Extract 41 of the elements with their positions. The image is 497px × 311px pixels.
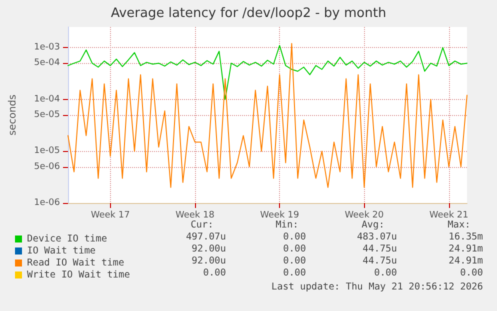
- y-tick-label: 1e-04: [34, 94, 60, 104]
- y-axis-title: seconds: [8, 94, 18, 136]
- text: 16.35m: [448, 232, 484, 242]
- text: 497.07u: [186, 232, 226, 242]
- text: 92.00u: [192, 244, 226, 254]
- text: Max:: [448, 220, 470, 230]
- text: 0.00: [460, 268, 484, 278]
- y-tick-label: 1e-05: [34, 146, 60, 156]
- text: 0.00: [283, 232, 306, 242]
- text: 24.91m: [448, 244, 484, 254]
- text: 44.75u: [362, 244, 397, 254]
- text: 483.07u: [356, 232, 397, 242]
- text: 0.00: [203, 268, 226, 278]
- x-tick-label: Week 17: [90, 210, 130, 220]
- line-series: [68, 44, 468, 100]
- text: 0.00: [283, 268, 306, 278]
- y-tick-label: 1e-06: [34, 198, 60, 208]
- y-tick-label: 1e-03: [34, 42, 60, 53]
- line-series: [68, 43, 468, 188]
- chart-title: Average latency for /dev/loop2 - by month: [110, 6, 386, 21]
- y-tick-label: 5e-04: [34, 58, 60, 68]
- legend-label: Write IO Wait time: [27, 270, 130, 280]
- text: 24.91m: [448, 256, 484, 266]
- text: Avg:: [362, 220, 384, 230]
- text: 0.00: [283, 256, 306, 266]
- y-tick-label: 5e-05: [34, 110, 60, 120]
- text: Min:: [276, 220, 298, 230]
- text: Last update: Thu May 21 20:56:12 2026: [271, 282, 484, 292]
- x-tick-label: Week 18: [175, 210, 215, 220]
- legend-label: IO Wait time: [27, 246, 96, 256]
- legend-label: Device IO time: [27, 234, 108, 244]
- x-tick-label: Week 19: [260, 210, 300, 220]
- x-tick-label: Week 20: [344, 210, 384, 220]
- x-tick-label: Week 21: [429, 210, 468, 220]
- text: Cur:: [190, 220, 214, 230]
- y-tick-label: 5e-06: [34, 162, 60, 172]
- text: 92.00u: [192, 256, 226, 266]
- text: 0.00: [374, 268, 398, 278]
- text: 44.75u: [362, 256, 397, 266]
- text: 0.00: [283, 244, 306, 254]
- legend-label: Read IO Wait time: [27, 258, 125, 268]
